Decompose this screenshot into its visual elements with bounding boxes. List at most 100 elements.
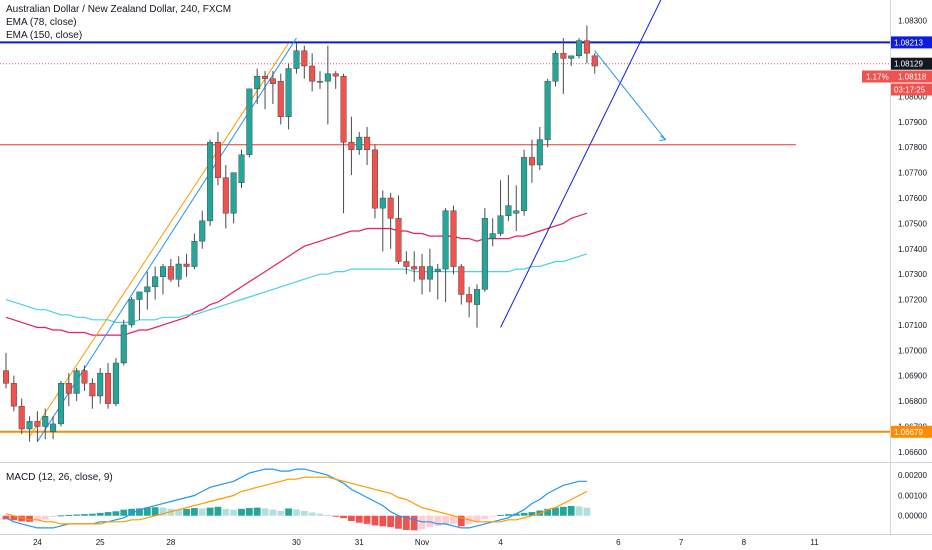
macd-histogram-bar [285, 508, 292, 516]
trendlines[interactable] [29, 0, 674, 442]
time-tick-label: 6 [616, 538, 621, 547]
candle-body [544, 81, 551, 140]
macd-histogram-bar [143, 507, 151, 516]
candle-body [238, 154, 245, 183]
time-tick-label: 11 [810, 538, 819, 547]
projection-arrowhead [659, 135, 667, 142]
price-tag-bg [862, 70, 932, 83]
countdown-bg [891, 83, 932, 96]
price-tick-label: 1.07500 [898, 219, 927, 228]
candle-body [230, 172, 237, 214]
candle-body [26, 421, 33, 430]
macd-histogram-bar [457, 515, 465, 527]
macd-histogram-bar [442, 515, 449, 525]
candle-body [466, 294, 473, 303]
candle-body [379, 197, 386, 209]
macd-histogram-bar [512, 513, 520, 516]
macd-histogram-bar [128, 508, 135, 516]
macd-histogram-bar [293, 509, 300, 516]
candle-body [73, 370, 80, 394]
macd-histogram-bar [88, 513, 96, 516]
macd-histogram-bar [379, 515, 387, 527]
macd-histogram-bar [340, 515, 347, 519]
last-close-tag-bg [891, 57, 932, 70]
candle-body [576, 40, 583, 57]
macd-histogram-bar [583, 507, 591, 516]
candle-body [458, 266, 465, 295]
current-price-tag: 1.08118 [898, 73, 927, 82]
candle-body [340, 75, 347, 143]
macd-histogram-bar [2, 515, 10, 520]
macd-histogram-bar [191, 508, 198, 516]
candle-body [262, 75, 269, 79]
macd-histogram-bar [497, 514, 504, 516]
ema78-legend: EMA (78, close) [6, 17, 77, 28]
price-tick-label: 1.06800 [898, 397, 927, 406]
macd-histogram-bar [332, 515, 340, 517]
macd-histogram-bar [520, 512, 528, 516]
time-tick-label: 4 [498, 538, 503, 547]
macd-tick-label: 0.00100 [898, 491, 927, 500]
candle-body [152, 276, 159, 288]
candle-body [128, 299, 135, 326]
macd-histogram-bar [57, 515, 65, 517]
macd-histogram-bar [434, 515, 442, 526]
candle-body [568, 55, 575, 59]
candle-body [324, 73, 331, 82]
candle-body [317, 81, 324, 83]
candle-body [191, 240, 198, 267]
candlesticks [3, 25, 598, 442]
candle-body [552, 53, 559, 82]
macd-axis-ticks: 0.00000 0.00100 0.00200 [898, 471, 927, 521]
candle-body [505, 205, 512, 216]
support-tag-bg [891, 425, 932, 438]
macd-histogram-bar [473, 515, 481, 522]
price-tick-label: 1.07000 [898, 346, 927, 355]
macd-histogram-bar [300, 510, 308, 516]
macd-histogram-bar [49, 515, 57, 517]
price-tick-label: 1.07600 [898, 194, 927, 203]
macd-histogram-bar [151, 507, 159, 516]
candle-body [513, 210, 520, 214]
candle-body [167, 266, 174, 280]
candle-body [309, 65, 316, 82]
support-tag: 1.06679 [894, 428, 923, 437]
horizontal-levels[interactable] [0, 41, 890, 433]
ema150-legend: EMA (150, close) [6, 30, 83, 41]
price-tick-label: 1.07300 [898, 270, 927, 279]
price-tags: 1.08213 1.08129 1.06679 1.17% 1.08118 03:17:2… [862, 36, 932, 438]
candle-body [57, 383, 64, 425]
price-tick-label: 1.07400 [898, 245, 927, 254]
macd-histogram-bar [395, 515, 402, 529]
macd-histogram-bar [34, 515, 41, 521]
candle-body [489, 233, 496, 239]
time-tick-label: 30 [292, 538, 301, 547]
macd-tick-label: 0.00000 [898, 512, 927, 521]
candle-body [560, 53, 567, 59]
candle-body [419, 266, 426, 280]
macd-histogram-bar [136, 508, 143, 516]
candle-body [10, 383, 17, 407]
price-tick-label: 1.07100 [898, 321, 927, 330]
macd-histogram-bar [198, 508, 206, 516]
price-tick-label: 1.07700 [898, 169, 927, 178]
chart-title: Australian Dollar / New Zealand Dollar, … [6, 4, 232, 15]
time-axis-ticks: 24 25 28 30 31 Nov 4 6 7 8 11 [33, 538, 819, 547]
trendline [29, 42, 290, 437]
price-tick-label: 1.08300 [898, 16, 927, 25]
candle-body [246, 88, 253, 156]
candle-body [277, 81, 284, 117]
change-tag: 1.17% [866, 73, 889, 82]
macd-histogram-bar [65, 514, 73, 516]
candle-body [387, 197, 394, 219]
macd-histogram-bar [528, 512, 536, 516]
candle-body [434, 268, 441, 272]
macd-histogram-bar [222, 508, 230, 516]
candle-body [254, 75, 261, 90]
candle-body [3, 370, 9, 384]
candle-body [81, 370, 88, 384]
resistance-tag: 1.08213 [894, 38, 923, 47]
macd-histogram-bar [402, 515, 410, 530]
candle-body [50, 423, 57, 432]
